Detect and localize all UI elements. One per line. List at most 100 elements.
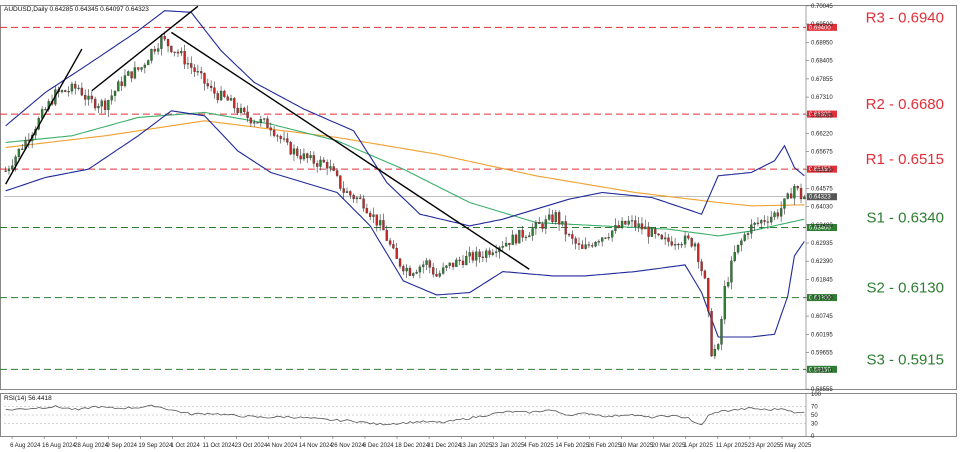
level-label-s2: S2 - 0.6130: [866, 280, 944, 297]
candle-body: [316, 163, 319, 167]
date-tick-label: 23 Jan 2025: [491, 443, 525, 449]
candle-body: [262, 118, 266, 120]
candle-body: [213, 87, 216, 94]
candle-body: [272, 129, 276, 136]
ma-fast-line: [5, 111, 805, 237]
candle-body: [259, 119, 263, 123]
price-tick-label: 0.65675: [811, 150, 833, 156]
candle-body: [547, 214, 551, 220]
candle-body: [703, 270, 707, 279]
candle-body: [478, 251, 481, 258]
trendline: [170, 31, 530, 270]
candle-body: [206, 83, 209, 87]
candle-body: [720, 319, 723, 345]
candle-body: [465, 256, 468, 266]
candle-body: [528, 235, 531, 238]
candle-body: [441, 267, 445, 274]
candle-body: [137, 67, 140, 70]
candle-body: [425, 260, 428, 265]
candle-body: [345, 191, 349, 193]
levels-layer: R3 - 0.6940 0.69400 R2 - 0.6680 0.66800 R1 -…: [0, 9, 944, 373]
candle-body: [133, 67, 137, 79]
date-tick-label: 26 Feb 2025: [588, 443, 622, 449]
rsi-tick-label: 0: [811, 434, 815, 440]
candle-body: [402, 266, 405, 272]
candle-body: [150, 49, 153, 61]
candle-body: [256, 122, 259, 124]
candle-body: [127, 71, 130, 76]
candle-body: [17, 148, 21, 157]
candle-body: [349, 191, 352, 196]
candle-body: [236, 107, 239, 114]
candle-body: [531, 228, 534, 236]
candle-body: [90, 95, 93, 100]
date-tick-label: 11 Oct 2024: [203, 443, 236, 449]
candle-body: [93, 98, 97, 109]
price-tick-label: 0.60745: [811, 314, 833, 320]
candle-body: [435, 274, 438, 277]
date-tick-label: 19 Sep 2024: [138, 443, 173, 449]
candle-body: [44, 109, 47, 111]
candle-body: [160, 36, 163, 49]
candle-body: [398, 258, 402, 267]
candle-body: [276, 135, 279, 137]
rsi-tick-label: 30: [811, 421, 818, 427]
candle-body: [7, 168, 11, 172]
candle-body: [60, 90, 64, 93]
candle-body: [302, 153, 306, 160]
candle-body: [21, 148, 24, 150]
candle-body: [789, 193, 793, 199]
candle-body: [395, 247, 398, 259]
candle-body: [485, 250, 488, 258]
price-tick-label: 0.59110: [811, 369, 833, 375]
candle-body: [296, 148, 299, 156]
candle-body: [4, 170, 7, 172]
candle-body: [325, 162, 329, 169]
candle-body: [140, 67, 143, 70]
date-tick-label: 4 Feb 2025: [523, 443, 554, 449]
level-label-r2: R2 - 0.6680: [866, 96, 944, 113]
candle-body: [733, 252, 736, 262]
candle-body: [299, 155, 302, 160]
price-tick-label: 0.63480: [811, 223, 833, 229]
candle-body: [491, 252, 494, 255]
candle-body: [730, 260, 733, 283]
candle-body: [209, 85, 213, 88]
candle-body: [630, 220, 634, 222]
candle-body: [11, 165, 14, 169]
candle-body: [501, 246, 504, 248]
chart-title: AUDUSD,Daily 0.64285 0.64345 0.64097 0.6…: [4, 6, 149, 13]
bollinger-upper-line: [5, 10, 805, 227]
candle-body: [776, 212, 780, 217]
rsi-title: RSI(14) 56.4418: [4, 395, 52, 402]
rsi-layer: 100 70 50 30 0: [4, 392, 822, 440]
price-tick-label: 0.60195: [811, 332, 833, 338]
candle-body: [604, 237, 607, 239]
candle-body: [514, 234, 518, 244]
candle-body: [156, 48, 160, 52]
candle-body: [216, 93, 219, 101]
date-tick-label: 10 Mar 2025: [620, 443, 654, 449]
candle-body: [249, 117, 253, 124]
date-tick-label: 5 May 2025: [780, 443, 812, 449]
candle-body: [614, 225, 617, 231]
candle-body: [388, 240, 392, 245]
date-tick-label: 9 Sep 2024: [106, 443, 137, 449]
candle-body: [342, 188, 345, 193]
candle-body: [521, 229, 524, 238]
candle-body: [756, 222, 760, 224]
candle-body: [687, 235, 690, 239]
candle-body: [647, 226, 650, 237]
date-tick-label: 23 Oct 2024: [235, 443, 268, 449]
candle-body: [190, 63, 193, 68]
candle-body: [306, 153, 309, 159]
price-tick-label: 0.64030: [811, 205, 833, 211]
candle-body: [461, 260, 465, 266]
level-tag-label: 0.69400: [809, 25, 831, 31]
candle-body: [753, 222, 756, 225]
candles-layer: [4, 31, 806, 360]
price-tick-label: 0.62390: [811, 259, 833, 265]
candle-body: [282, 138, 286, 140]
candle-body: [710, 311, 713, 357]
candle-body: [415, 271, 418, 274]
